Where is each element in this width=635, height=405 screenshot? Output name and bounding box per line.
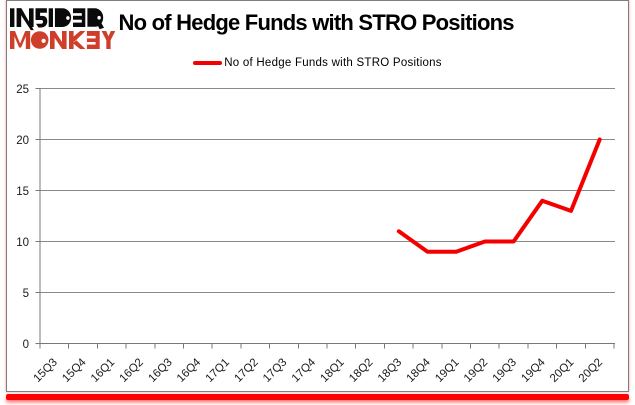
- svg-text:19Q4: 19Q4: [519, 356, 548, 385]
- svg-text:16Q2: 16Q2: [118, 356, 146, 384]
- svg-text:20Q1: 20Q1: [548, 356, 576, 384]
- svg-text:16Q3: 16Q3: [146, 356, 174, 384]
- svg-text:16Q4: 16Q4: [175, 356, 204, 385]
- svg-text:18Q3: 18Q3: [376, 356, 404, 384]
- svg-text:15Q4: 15Q4: [60, 356, 89, 385]
- svg-text:15: 15: [16, 186, 29, 198]
- svg-text:20Q2: 20Q2: [577, 356, 605, 384]
- svg-text:20: 20: [16, 135, 29, 147]
- svg-text:17Q1: 17Q1: [204, 356, 232, 384]
- svg-text:5: 5: [23, 288, 29, 300]
- svg-text:18Q4: 18Q4: [405, 356, 434, 385]
- svg-text:15Q3: 15Q3: [32, 356, 60, 384]
- svg-text:19Q2: 19Q2: [462, 356, 490, 384]
- svg-text:19Q1: 19Q1: [433, 356, 461, 384]
- svg-text:10: 10: [16, 237, 29, 249]
- svg-text:0: 0: [23, 339, 29, 351]
- svg-text:17Q2: 17Q2: [232, 356, 260, 384]
- svg-text:18Q2: 18Q2: [347, 356, 375, 384]
- svg-text:25: 25: [16, 84, 29, 96]
- svg-text:17Q3: 17Q3: [261, 356, 289, 384]
- svg-text:19Q3: 19Q3: [491, 356, 519, 384]
- svg-text:18Q1: 18Q1: [318, 356, 346, 384]
- svg-text:17Q4: 17Q4: [290, 356, 319, 385]
- svg-text:16Q1: 16Q1: [89, 356, 117, 384]
